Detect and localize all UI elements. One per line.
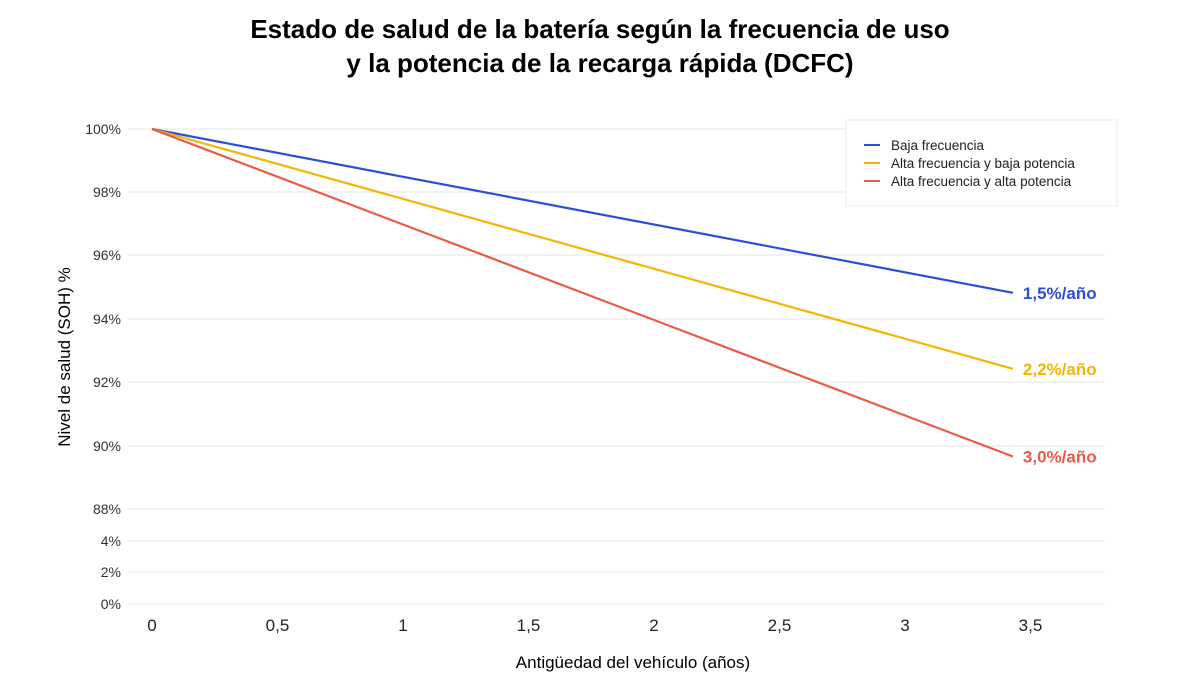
legend-label: Alta frecuencia y alta potencia	[891, 174, 1072, 189]
y-tick-label: 96%	[93, 247, 121, 263]
x-tick-label: 2,5	[768, 616, 792, 635]
x-tick-label: 1	[398, 616, 407, 635]
gridlines	[128, 128, 1105, 605]
series-end-label: 3,0%/año	[1023, 448, 1097, 467]
y-tick-label: 90%	[93, 438, 121, 454]
x-tick-label: 0,5	[266, 616, 290, 635]
y-tick-label: 4%	[101, 533, 121, 549]
x-axis-title: Antigüedad del vehículo (años)	[516, 653, 750, 672]
series-end-labels: 1,5%/año 2,2%/año 3,0%/año	[1023, 284, 1097, 467]
series-line	[151, 127, 1014, 458]
x-tick-label: 3	[900, 616, 909, 635]
legend: Baja frecuencia Alta frecuencia y baja po…	[845, 119, 1118, 207]
y-axis-ticks: 100% 98% 96% 94% 92% 90% 88% 4% 2% 0%	[85, 121, 121, 612]
chart-title-line-1: Estado de salud de la batería según la f…	[250, 14, 950, 44]
x-tick-label: 2	[649, 616, 658, 635]
y-axis-title: Nivel de salud (SOH) %	[55, 267, 74, 447]
y-tick-label: 100%	[85, 121, 121, 137]
x-axis-ticks: 0 0,5 1 1,5 2 2,5 3 3,5	[147, 616, 1042, 635]
x-tick-label: 3,5	[1019, 616, 1043, 635]
legend-box	[845, 119, 1118, 207]
series-line	[151, 127, 1014, 294]
legend-label: Baja frecuencia	[891, 138, 985, 153]
series-line	[151, 127, 1014, 370]
y-tick-label: 88%	[93, 501, 121, 517]
chart-title-line-2: y la potencia de la recarga rápida (DCFC…	[346, 48, 854, 78]
y-tick-label: 0%	[101, 596, 121, 612]
x-tick-label: 1,5	[517, 616, 541, 635]
y-tick-label: 98%	[93, 184, 121, 200]
y-tick-label: 94%	[93, 311, 121, 327]
series-lines	[151, 127, 1014, 458]
y-tick-label: 92%	[93, 374, 121, 390]
y-tick-label: 2%	[101, 564, 121, 580]
chart-title: Estado de salud de la batería según la f…	[0, 12, 1200, 80]
series-end-label: 1,5%/año	[1023, 284, 1097, 303]
legend-label: Alta frecuencia y baja potencia	[891, 156, 1075, 171]
series-end-label: 2,2%/año	[1023, 360, 1097, 379]
x-tick-label: 0	[147, 616, 156, 635]
